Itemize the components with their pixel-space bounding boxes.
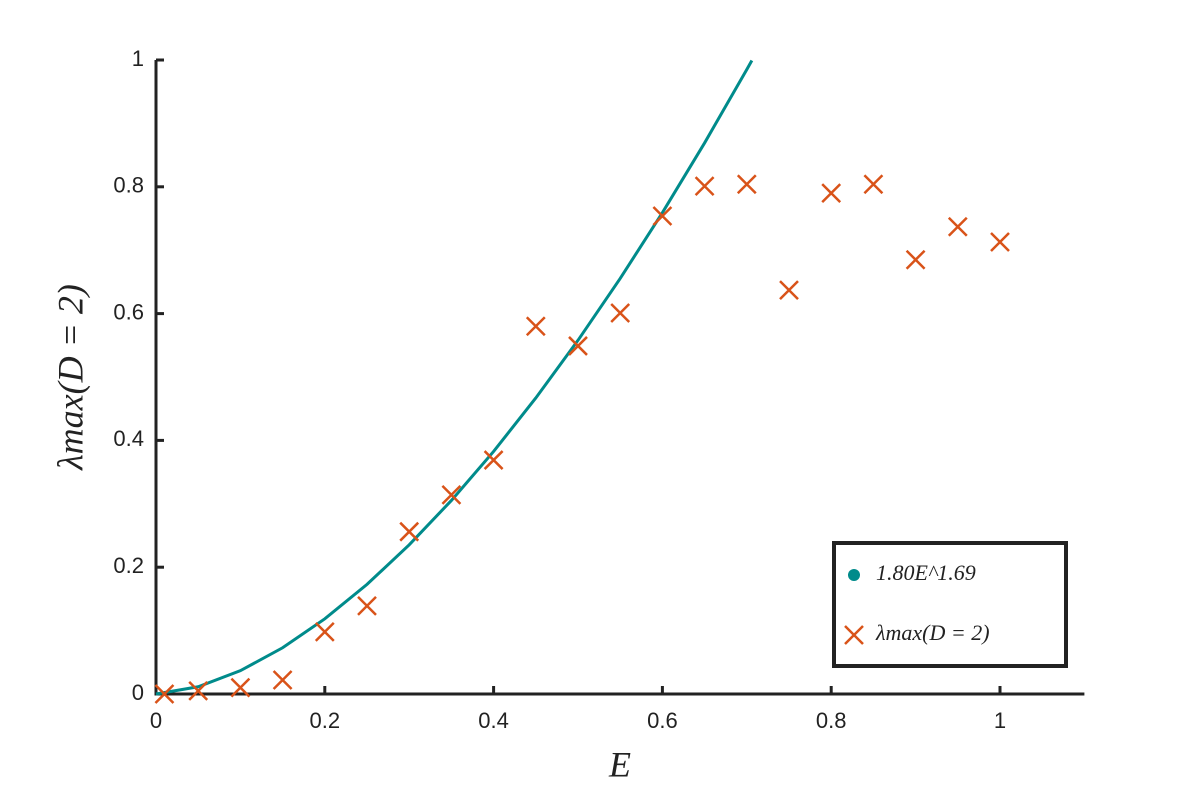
point <box>990 232 1010 252</box>
point <box>272 670 293 690</box>
point <box>694 176 715 197</box>
point <box>568 336 588 356</box>
point <box>230 677 251 698</box>
point <box>863 174 884 195</box>
fit-line <box>155 59 754 696</box>
y-tick-label: 0 <box>132 680 144 705</box>
y-tick-label: 0.8 <box>113 173 144 198</box>
point <box>154 684 175 704</box>
y-tick-label: 1 <box>132 46 144 71</box>
legend-label: λmax(D = 2) <box>875 620 990 645</box>
y-tick-label: 0.2 <box>113 553 144 578</box>
point <box>779 280 799 301</box>
point <box>736 174 757 195</box>
x-tick-label: 0.8 <box>816 708 847 733</box>
legend-marker <box>844 625 864 645</box>
point <box>357 595 377 616</box>
x-tick-label: 0.2 <box>310 708 341 733</box>
x-tick-label: 0.6 <box>647 708 678 733</box>
legend-label: 1.80E^1.69 <box>876 560 976 585</box>
legend-marker <box>848 569 860 581</box>
point <box>314 621 335 642</box>
y-tick-label: 0.6 <box>113 299 144 324</box>
x-tick-label: 0 <box>150 708 162 733</box>
point <box>610 303 631 323</box>
point <box>821 183 842 204</box>
x-axis-label: E <box>608 744 631 784</box>
point <box>905 249 926 270</box>
y-tick-label: 0.4 <box>113 426 144 451</box>
point <box>652 206 673 226</box>
x-tick-label: 0.4 <box>478 708 509 733</box>
point <box>399 521 420 542</box>
point <box>483 450 504 470</box>
point <box>525 316 546 337</box>
point <box>188 680 209 701</box>
legend-box <box>832 541 1068 668</box>
point <box>947 216 968 237</box>
point <box>441 485 462 505</box>
y-axis-label: λmax(D = 2) <box>50 284 90 471</box>
x-tick-label: 1 <box>994 708 1006 733</box>
